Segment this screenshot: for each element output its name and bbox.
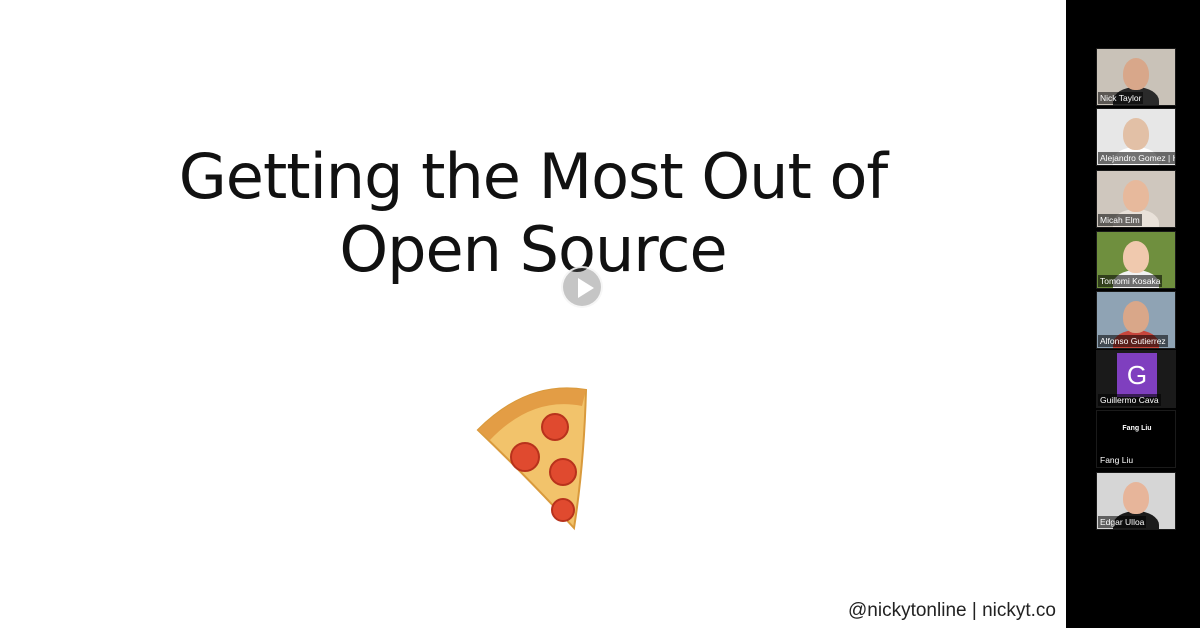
participant-name: Alfonso Gutierrez	[1098, 335, 1168, 347]
participant-gallery: Nick Taylor Alejandro Gomez | Host Micah E…	[1066, 0, 1200, 628]
video-person-head	[1123, 482, 1149, 514]
slide-title-line-1: Getting the Most Out of	[178, 140, 888, 213]
participant-tile[interactable]: Alfonso Gutierrez	[1096, 291, 1176, 349]
participant-tile[interactable]: Alejandro Gomez | Host	[1096, 108, 1176, 166]
participant-name: Guillermo Cava	[1098, 394, 1161, 406]
participant-tile[interactable]: G Guillermo Cava	[1096, 350, 1176, 408]
participant-name: Micah Elm	[1098, 214, 1142, 226]
participant-tile[interactable]: Nick Taylor	[1096, 48, 1176, 106]
participant-tile[interactable]: Edgar Ulloa	[1096, 472, 1176, 530]
participant-tile[interactable]: Fang Liu Fang Liu	[1096, 410, 1176, 468]
play-button[interactable]	[561, 266, 603, 308]
participant-name: Fang Liu	[1098, 454, 1136, 466]
slide-title: Getting the Most Out of Open Source	[0, 140, 1066, 286]
video-person-head	[1123, 180, 1149, 212]
video-person-head	[1123, 241, 1149, 273]
participant-name: Tomomi Kosaka	[1098, 275, 1163, 287]
participant-name: Alejandro Gomez | Host	[1098, 152, 1175, 164]
participant-tile[interactable]: Micah Elm	[1096, 170, 1176, 228]
pizza-icon	[476, 387, 588, 531]
shared-screen-slide: Getting the Most Out of Open Source @nic…	[0, 0, 1067, 628]
participant-name: Nick Taylor	[1098, 92, 1144, 104]
participant-avatar: G	[1117, 353, 1157, 397]
participant-tile[interactable]: Tomomi Kosaka	[1096, 231, 1176, 289]
slide-title-line-2: Open Source	[339, 213, 727, 287]
presenter-credit: @nickytonline | nickyt.co	[848, 600, 1056, 621]
video-person-head	[1123, 118, 1149, 150]
participant-name: Edgar Ulloa	[1098, 516, 1147, 528]
video-person-head	[1123, 58, 1149, 90]
participant-center-label: Fang Liu	[1122, 425, 1152, 432]
video-person-head	[1123, 301, 1149, 333]
